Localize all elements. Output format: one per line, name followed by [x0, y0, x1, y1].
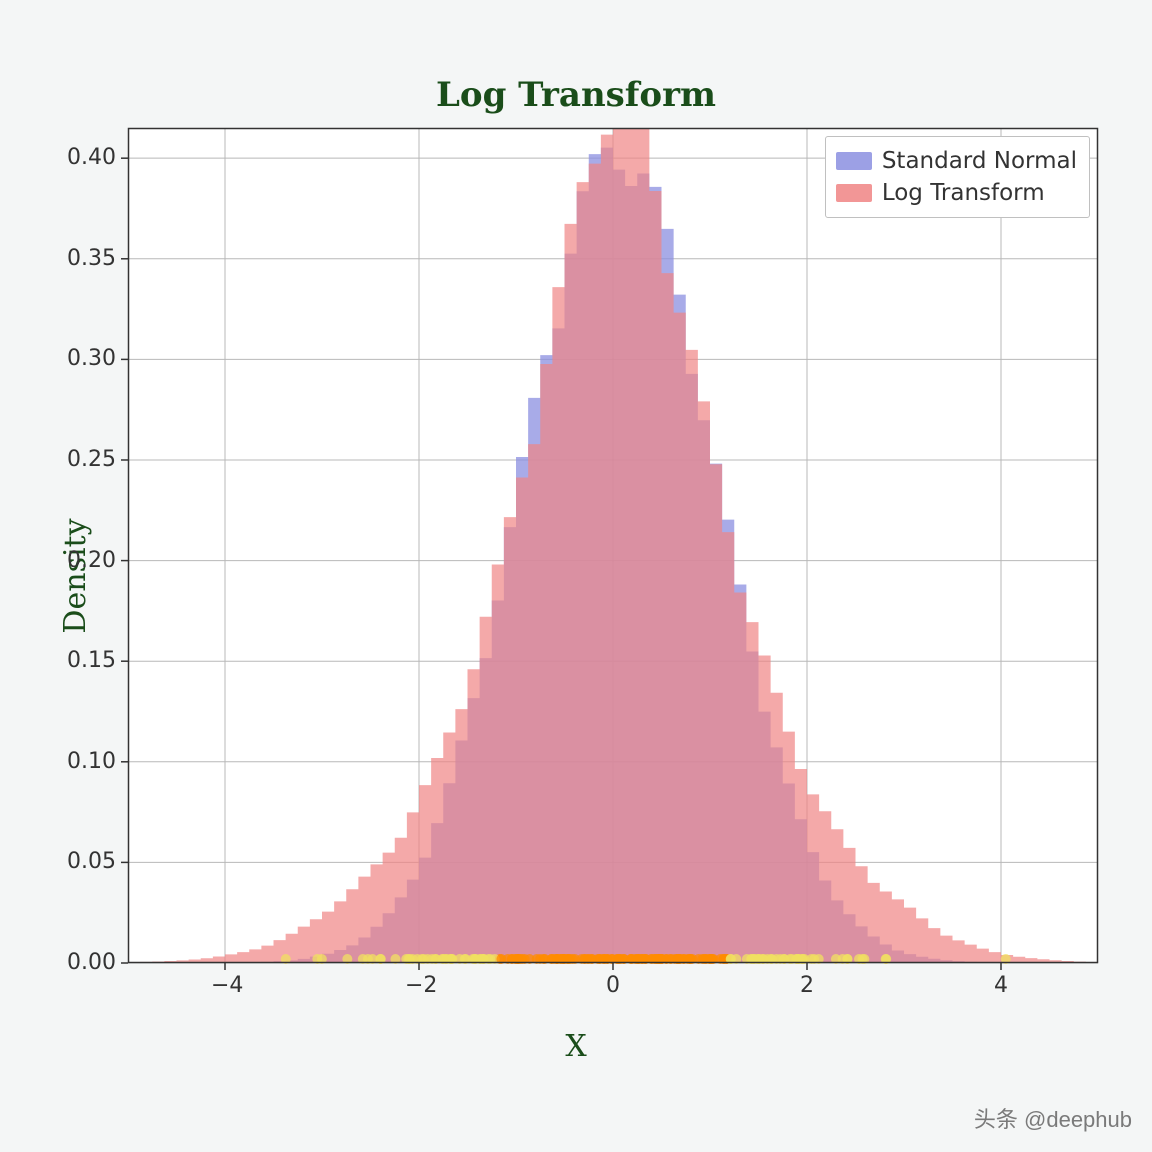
y-axis-label: Density — [58, 518, 93, 633]
x-tick-label: 0 — [606, 973, 620, 998]
x-tick-label: −2 — [405, 973, 437, 998]
legend-patch-standard-normal — [836, 152, 872, 170]
watermark: 头条 @deephub — [974, 1102, 1132, 1134]
y-tick-label: 0.20 — [67, 548, 116, 573]
plot-area — [128, 128, 1098, 963]
x-axis-label: X — [0, 1029, 1152, 1064]
legend-label-log-transform: Log Transform — [882, 177, 1045, 209]
y-tick-label: 0.30 — [67, 346, 116, 371]
y-tick-label: 0.15 — [67, 648, 116, 673]
legend-item-log-transform: Log Transform — [836, 177, 1077, 209]
legend-patch-log-transform — [836, 184, 872, 202]
y-tick-label: 0.00 — [67, 950, 116, 975]
chart-title: Log Transform — [0, 75, 1152, 115]
x-tick-label: 4 — [994, 973, 1008, 998]
x-tick-label: 2 — [800, 973, 814, 998]
x-tick-label: −4 — [211, 973, 243, 998]
y-tick-label: 0.05 — [67, 849, 116, 874]
legend-item-standard-normal: Standard Normal — [836, 145, 1077, 177]
y-tick-label: 0.35 — [67, 246, 116, 271]
y-tick-label: 0.10 — [67, 749, 116, 774]
figure: Log Transform Density X 0.00 0.05 0.10 0.15… — [0, 0, 1152, 1152]
legend: Standard Normal Log Transform — [825, 136, 1090, 218]
y-tick-label: 0.25 — [67, 447, 116, 472]
legend-label-standard-normal: Standard Normal — [882, 145, 1077, 177]
y-tick-label: 0.40 — [67, 145, 116, 170]
